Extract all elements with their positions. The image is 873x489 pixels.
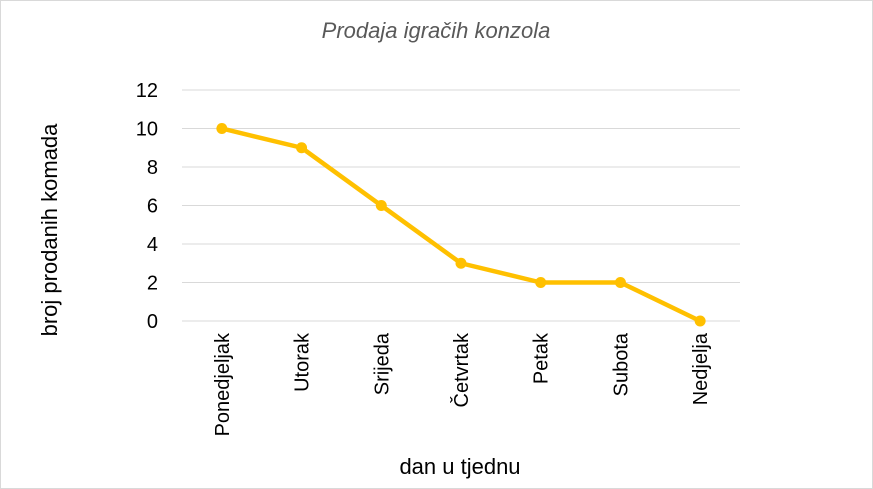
marker bbox=[375, 200, 387, 211]
y-tick-label: 12 bbox=[136, 80, 158, 102]
y-tick-label: 6 bbox=[147, 196, 158, 218]
marker bbox=[535, 277, 547, 288]
x-tick-label: Petak bbox=[531, 332, 553, 384]
marker bbox=[614, 277, 626, 288]
y-tick-label: 4 bbox=[147, 234, 158, 256]
x-tick-label: Srijeda bbox=[371, 332, 393, 395]
x-tick-label: Subota bbox=[610, 332, 632, 396]
x-tick-label: Nedjelja bbox=[690, 332, 712, 405]
x-tick-label: Ponedjeljak bbox=[212, 332, 234, 436]
marker bbox=[694, 315, 706, 327]
y-tick-label: 10 bbox=[136, 119, 158, 141]
y-axis-label: broj prodanih komada bbox=[37, 123, 62, 337]
y-tick-label: 2 bbox=[147, 273, 158, 295]
x-tick-label: Četvrtak bbox=[450, 332, 473, 407]
y-tick-label: 8 bbox=[147, 157, 158, 179]
y-tick-label: 0 bbox=[147, 311, 158, 333]
marker bbox=[216, 123, 228, 134]
x-tick-label: Utorak bbox=[292, 332, 314, 392]
chart-title: Prodaja igračih konzola bbox=[322, 18, 551, 43]
marker bbox=[296, 142, 308, 154]
x-axis-label: dan u tjednu bbox=[399, 454, 520, 479]
marker bbox=[455, 257, 467, 269]
